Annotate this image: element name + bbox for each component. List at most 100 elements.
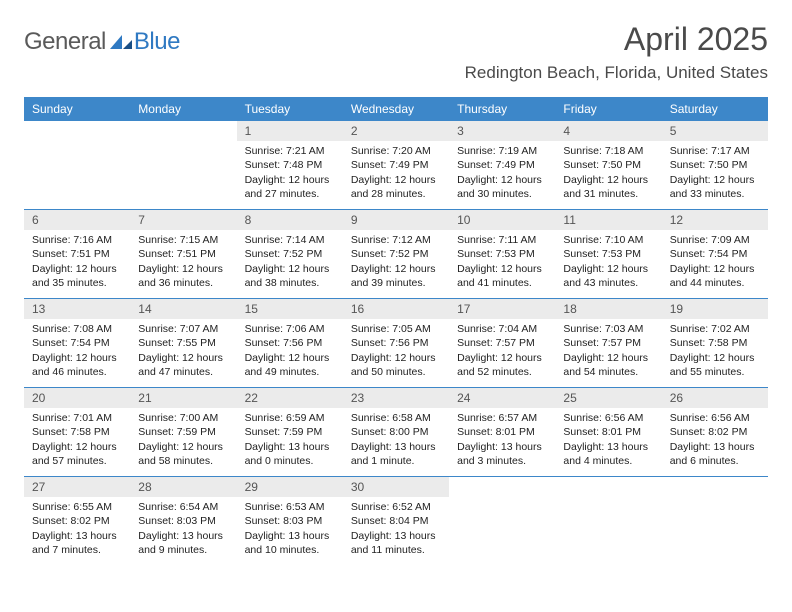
sunset-line: Sunset: 7:58 PM xyxy=(670,336,760,350)
weekday-header: Wednesday xyxy=(343,97,449,121)
day-details: Sunrise: 6:54 AMSunset: 8:03 PMDaylight:… xyxy=(130,497,236,561)
sunrise-line: Sunrise: 7:16 AM xyxy=(32,233,122,247)
daylight-line-2: and 57 minutes. xyxy=(32,454,122,468)
sunset-line: Sunset: 8:03 PM xyxy=(245,514,335,528)
day-details: Sunrise: 6:53 AMSunset: 8:03 PMDaylight:… xyxy=(237,497,343,561)
day-cell: 24Sunrise: 6:57 AMSunset: 8:01 PMDayligh… xyxy=(449,388,555,477)
day-cell: 10Sunrise: 7:11 AMSunset: 7:53 PMDayligh… xyxy=(449,210,555,299)
day-details: Sunrise: 6:56 AMSunset: 8:01 PMDaylight:… xyxy=(555,408,661,472)
day-details: Sunrise: 7:11 AMSunset: 7:53 PMDaylight:… xyxy=(449,230,555,294)
title-block: April 2025 Redington Beach, Florida, Uni… xyxy=(465,22,768,83)
daylight-line-2: and 33 minutes. xyxy=(670,187,760,201)
sunrise-line: Sunrise: 7:18 AM xyxy=(563,144,653,158)
sunset-line: Sunset: 7:54 PM xyxy=(670,247,760,261)
day-details: Sunrise: 7:12 AMSunset: 7:52 PMDaylight:… xyxy=(343,230,449,294)
weekday-header-row: Sunday Monday Tuesday Wednesday Thursday… xyxy=(24,97,768,121)
day-number: 7 xyxy=(130,210,236,230)
day-number xyxy=(555,477,661,497)
day-number: 23 xyxy=(343,388,449,408)
sunset-line: Sunset: 7:50 PM xyxy=(670,158,760,172)
sunrise-line: Sunrise: 7:21 AM xyxy=(245,144,335,158)
daylight-line-2: and 39 minutes. xyxy=(351,276,441,290)
daylight-line-2: and 7 minutes. xyxy=(32,543,122,557)
sunset-line: Sunset: 7:56 PM xyxy=(351,336,441,350)
sunset-line: Sunset: 7:48 PM xyxy=(245,158,335,172)
day-number: 28 xyxy=(130,477,236,497)
sunset-line: Sunset: 7:57 PM xyxy=(563,336,653,350)
weekday-header: Thursday xyxy=(449,97,555,121)
header-row: General Blue April 2025 Redington Beach,… xyxy=(24,22,768,83)
sunset-line: Sunset: 7:49 PM xyxy=(351,158,441,172)
sunset-line: Sunset: 7:58 PM xyxy=(32,425,122,439)
calendar-table: Sunday Monday Tuesday Wednesday Thursday… xyxy=(24,97,768,565)
daylight-line-1: Daylight: 12 hours xyxy=(351,173,441,187)
daylight-line-1: Daylight: 12 hours xyxy=(457,262,547,276)
day-number: 3 xyxy=(449,121,555,141)
day-cell xyxy=(449,477,555,565)
day-details: Sunrise: 6:52 AMSunset: 8:04 PMDaylight:… xyxy=(343,497,449,561)
daylight-line-2: and 52 minutes. xyxy=(457,365,547,379)
daylight-line-2: and 28 minutes. xyxy=(351,187,441,201)
sunset-line: Sunset: 8:01 PM xyxy=(457,425,547,439)
day-details: Sunrise: 7:08 AMSunset: 7:54 PMDaylight:… xyxy=(24,319,130,383)
day-number xyxy=(130,121,236,141)
daylight-line-1: Daylight: 12 hours xyxy=(351,262,441,276)
day-details: Sunrise: 7:18 AMSunset: 7:50 PMDaylight:… xyxy=(555,141,661,205)
day-details: Sunrise: 7:04 AMSunset: 7:57 PMDaylight:… xyxy=(449,319,555,383)
sunset-line: Sunset: 7:51 PM xyxy=(32,247,122,261)
brand-logo: General Blue xyxy=(24,28,180,56)
day-details: Sunrise: 7:03 AMSunset: 7:57 PMDaylight:… xyxy=(555,319,661,383)
day-cell: 16Sunrise: 7:05 AMSunset: 7:56 PMDayligh… xyxy=(343,299,449,388)
week-row: 1Sunrise: 7:21 AMSunset: 7:48 PMDaylight… xyxy=(24,121,768,210)
day-details: Sunrise: 7:21 AMSunset: 7:48 PMDaylight:… xyxy=(237,141,343,205)
sunrise-line: Sunrise: 7:01 AM xyxy=(32,411,122,425)
day-details: Sunrise: 7:00 AMSunset: 7:59 PMDaylight:… xyxy=(130,408,236,472)
week-row: 27Sunrise: 6:55 AMSunset: 8:02 PMDayligh… xyxy=(24,477,768,565)
daylight-line-2: and 6 minutes. xyxy=(670,454,760,468)
day-number: 17 xyxy=(449,299,555,319)
daylight-line-2: and 46 minutes. xyxy=(32,365,122,379)
day-cell: 5Sunrise: 7:17 AMSunset: 7:50 PMDaylight… xyxy=(662,121,768,210)
day-details: Sunrise: 7:09 AMSunset: 7:54 PMDaylight:… xyxy=(662,230,768,294)
day-number: 16 xyxy=(343,299,449,319)
daylight-line-2: and 43 minutes. xyxy=(563,276,653,290)
sunset-line: Sunset: 7:57 PM xyxy=(457,336,547,350)
day-cell: 2Sunrise: 7:20 AMSunset: 7:49 PMDaylight… xyxy=(343,121,449,210)
location-subtitle: Redington Beach, Florida, United States xyxy=(465,63,768,83)
daylight-line-2: and 38 minutes. xyxy=(245,276,335,290)
day-number: 1 xyxy=(237,121,343,141)
week-row: 20Sunrise: 7:01 AMSunset: 7:58 PMDayligh… xyxy=(24,388,768,477)
sunrise-line: Sunrise: 7:03 AM xyxy=(563,322,653,336)
day-cell: 1Sunrise: 7:21 AMSunset: 7:48 PMDaylight… xyxy=(237,121,343,210)
daylight-line-2: and 10 minutes. xyxy=(245,543,335,557)
daylight-line-1: Daylight: 12 hours xyxy=(32,351,122,365)
sunset-line: Sunset: 8:02 PM xyxy=(670,425,760,439)
sunrise-line: Sunrise: 7:17 AM xyxy=(670,144,760,158)
day-details: Sunrise: 7:19 AMSunset: 7:49 PMDaylight:… xyxy=(449,141,555,205)
daylight-line-1: Daylight: 12 hours xyxy=(138,351,228,365)
day-cell xyxy=(662,477,768,565)
daylight-line-2: and 36 minutes. xyxy=(138,276,228,290)
day-cell: 11Sunrise: 7:10 AMSunset: 7:53 PMDayligh… xyxy=(555,210,661,299)
day-details: Sunrise: 6:58 AMSunset: 8:00 PMDaylight:… xyxy=(343,408,449,472)
sunrise-line: Sunrise: 7:14 AM xyxy=(245,233,335,247)
day-cell: 9Sunrise: 7:12 AMSunset: 7:52 PMDaylight… xyxy=(343,210,449,299)
day-details xyxy=(24,141,130,148)
sunrise-line: Sunrise: 6:59 AM xyxy=(245,411,335,425)
daylight-line-1: Daylight: 12 hours xyxy=(563,262,653,276)
day-details: Sunrise: 7:10 AMSunset: 7:53 PMDaylight:… xyxy=(555,230,661,294)
weekday-header: Sunday xyxy=(24,97,130,121)
daylight-line-2: and 3 minutes. xyxy=(457,454,547,468)
day-cell: 14Sunrise: 7:07 AMSunset: 7:55 PMDayligh… xyxy=(130,299,236,388)
day-details: Sunrise: 7:20 AMSunset: 7:49 PMDaylight:… xyxy=(343,141,449,205)
sunrise-line: Sunrise: 7:05 AM xyxy=(351,322,441,336)
daylight-line-1: Daylight: 12 hours xyxy=(457,351,547,365)
daylight-line-2: and 58 minutes. xyxy=(138,454,228,468)
daylight-line-2: and 4 minutes. xyxy=(563,454,653,468)
daylight-line-2: and 1 minute. xyxy=(351,454,441,468)
daylight-line-1: Daylight: 12 hours xyxy=(670,173,760,187)
day-cell: 23Sunrise: 6:58 AMSunset: 8:00 PMDayligh… xyxy=(343,388,449,477)
weekday-header: Tuesday xyxy=(237,97,343,121)
day-cell xyxy=(555,477,661,565)
sunrise-line: Sunrise: 6:55 AM xyxy=(32,500,122,514)
